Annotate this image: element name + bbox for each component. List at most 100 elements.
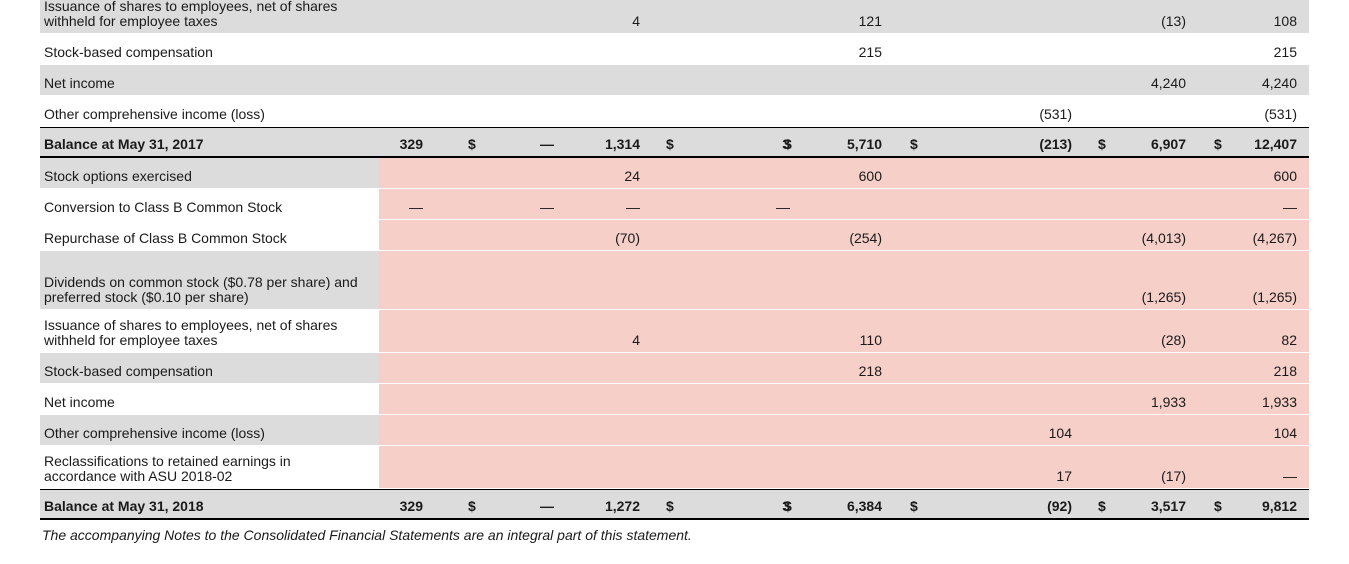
cell-value: 6,907 <box>1150 136 1186 152</box>
cell-value: 121 <box>858 13 882 29</box>
row-highlight <box>379 310 1309 352</box>
row-highlight <box>379 446 1309 488</box>
cell-value: (28) <box>1161 332 1186 348</box>
cell-value: — <box>1283 199 1297 215</box>
row-label: Net income <box>44 75 115 91</box>
cell-value: 3 <box>782 498 790 514</box>
cell-value: 5,710 <box>846 136 882 152</box>
table-row: Reclassifications to retained earnings i… <box>40 446 1309 489</box>
cell-value: 4 <box>632 332 640 348</box>
footnote: The accompanying Notes to the Consolidat… <box>42 527 692 543</box>
cell-value: (70) <box>615 230 640 246</box>
cell-value: 215 <box>858 44 882 60</box>
table-row: Dividends on common stock ($0.78 per sha… <box>40 251 1309 310</box>
table-row: Stock options exercised 24 600 600 <box>40 158 1309 189</box>
row-label: Issuance of shares to employees, net of … <box>44 317 338 348</box>
currency-sign: $ <box>784 498 792 514</box>
cell-value: — <box>626 199 640 215</box>
table-row: Issuance of shares to employees, net of … <box>40 0 1309 34</box>
cell-value: — <box>776 199 790 215</box>
cell-value: 329 <box>399 136 423 152</box>
cell-value: (4,267) <box>1252 230 1297 246</box>
row-highlight <box>379 189 1309 219</box>
equity-statement-table: Issuance of shares to employees, net of … <box>40 0 1309 520</box>
cell-value: 6,384 <box>846 498 882 514</box>
cell-value: 104 <box>1048 425 1072 441</box>
currency-sign: $ <box>666 498 674 514</box>
table-row: Stock-based compensation 215 215 <box>40 34 1309 65</box>
table-row: Net income 1,933 1,933 <box>40 384 1309 415</box>
cell-value: 329 <box>399 498 423 514</box>
cell-value: 215 <box>1273 44 1297 60</box>
cell-value: (1,265) <box>1141 289 1186 305</box>
cell-value: 4,240 <box>1261 75 1297 91</box>
table-row: Stock-based compensation 218 218 <box>40 353 1309 384</box>
currency-sign: $ <box>1214 498 1222 514</box>
currency-sign: $ <box>910 136 918 152</box>
cell-value: 110 <box>859 332 882 348</box>
currency-sign: $ <box>666 136 674 152</box>
row-highlight <box>379 220 1309 250</box>
row-label: Repurchase of Class B Common Stock <box>44 230 287 246</box>
currency-sign: $ <box>910 498 918 514</box>
row-highlight <box>379 384 1309 414</box>
cell-value: — <box>540 498 554 514</box>
row-label: Other comprehensive income (loss) <box>44 106 265 122</box>
row-label: Other comprehensive income (loss) <box>44 425 265 441</box>
table-row: Repurchase of Class B Common Stock (70) (2… <box>40 220 1309 251</box>
table-row: Net income 4,240 4,240 <box>40 65 1309 96</box>
row-label: Reclassifications to retained earnings i… <box>44 453 291 484</box>
cell-value: 218 <box>858 363 882 379</box>
row-highlight <box>379 158 1309 188</box>
row-label: Dividends on common stock ($0.78 per sha… <box>44 274 358 305</box>
cell-value: 1,933 <box>1150 394 1186 410</box>
currency-sign: $ <box>468 136 476 152</box>
table-row: Conversion to Class B Common Stock — — — — — <box>40 189 1309 220</box>
row-label: Balance at May 31, 2017 <box>44 136 204 152</box>
cell-value: — <box>540 199 554 215</box>
cell-value: 104 <box>1273 425 1297 441</box>
cell-value: 4 <box>632 13 640 29</box>
cell-value: 218 <box>1273 363 1297 379</box>
row-label: Stock options exercised <box>44 168 192 184</box>
table-row: Other comprehensive income (loss) (531) (5… <box>40 96 1309 127</box>
cell-value: 12,407 <box>1254 136 1297 152</box>
cell-value: 108 <box>1273 13 1297 29</box>
cell-value: 1,272 <box>604 498 640 514</box>
cell-value: (213) <box>1039 136 1072 152</box>
currency-sign: $ <box>784 136 792 152</box>
cell-value: (531) <box>1264 106 1297 122</box>
cell-value: 3 <box>782 136 790 152</box>
cell-value: (92) <box>1047 498 1072 514</box>
currency-sign: $ <box>468 498 476 514</box>
cell-value: (4,013) <box>1141 230 1186 246</box>
balance-row: Balance at May 31, 2017 329 — 1,314 3 5,710 (2… <box>40 127 1309 158</box>
cell-value: 24 <box>624 168 640 184</box>
row-label: Conversion to Class B Common Stock <box>44 199 283 215</box>
currency-sign: $ <box>1098 136 1106 152</box>
row-label: Stock-based compensation <box>44 363 213 379</box>
cell-value: 9,812 <box>1261 498 1297 514</box>
table-row: Other comprehensive income (loss) 104 104 <box>40 415 1309 446</box>
cell-value: (17) <box>1161 468 1186 484</box>
row-label: Balance at May 31, 2018 <box>44 498 204 514</box>
cell-value: (531) <box>1039 106 1072 122</box>
table-row: Issuance of shares to employees, net of … <box>40 310 1309 353</box>
row-highlight <box>379 415 1309 445</box>
cell-value: 600 <box>1273 168 1297 184</box>
cell-value: 1,314 <box>604 136 640 152</box>
cell-value: 3,517 <box>1150 498 1186 514</box>
cell-value: 1,933 <box>1261 394 1297 410</box>
cell-value: — <box>540 136 554 152</box>
row-label: Net income <box>44 394 115 410</box>
cell-value: — <box>1283 468 1297 484</box>
cell-value: 82 <box>1281 332 1297 348</box>
cell-value: (254) <box>849 230 882 246</box>
currency-sign: $ <box>1098 498 1106 514</box>
row-label: Stock-based compensation <box>44 44 213 60</box>
cell-value: 4,240 <box>1150 75 1186 91</box>
row-highlight <box>379 353 1309 383</box>
row-label: Issuance of shares to employees, net of … <box>44 0 338 29</box>
cell-value: (1,265) <box>1252 289 1297 305</box>
balance-row: Balance at May 31, 2018 329 — 1,272 3 6,384 (9… <box>40 489 1309 520</box>
